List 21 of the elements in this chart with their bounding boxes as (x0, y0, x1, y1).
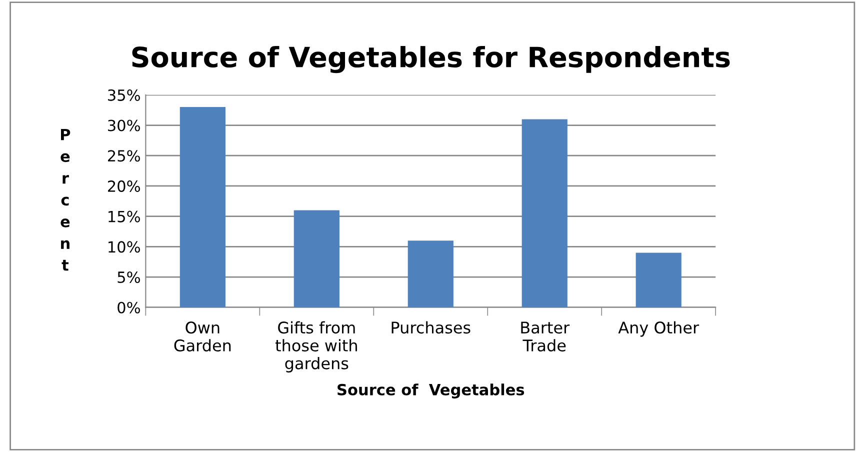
x-tick-label: Purchases (392, 321, 470, 334)
x-tick-label: Any Other (618, 321, 700, 337)
bar (294, 210, 340, 308)
chart-title: Source of Vegetables for Respondents (132, 46, 730, 74)
y-tick-label: 15% (108, 210, 140, 222)
y-tick-label: 0% (118, 302, 140, 314)
y-tick-label: 30% (108, 120, 140, 132)
y-axis-title: Percent (60, 128, 70, 271)
y-tick-label: 10% (108, 241, 140, 253)
x-axis-title: Source of Vegetables (338, 384, 524, 398)
bar (522, 119, 568, 308)
x-tick-label: Barter Trade (521, 322, 570, 352)
x-tick-label: Gifts from those with gardens (275, 321, 357, 372)
y-tick-label: 20% (108, 180, 140, 192)
y-tick-label: 5% (118, 271, 140, 284)
bar (636, 252, 682, 308)
x-tick-label: Own Garden (174, 322, 231, 352)
bar (408, 240, 454, 308)
y-tick-label: 35% (108, 89, 140, 101)
y-tick-label: 25% (108, 150, 140, 162)
bar (180, 107, 226, 308)
